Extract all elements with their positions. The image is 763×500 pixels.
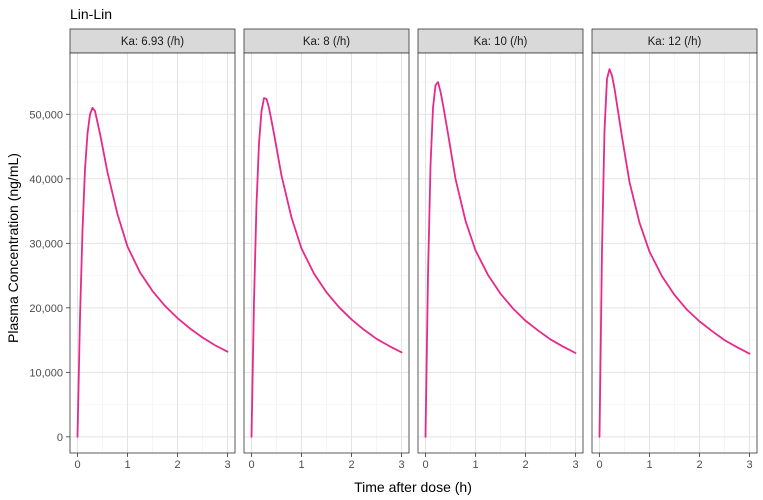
x-tick-label: 2	[522, 459, 528, 471]
series-line	[76, 106, 229, 438]
x-tick-label: 2	[696, 459, 702, 471]
y-tick-label: 10,000	[29, 367, 63, 379]
facet-panel: Ka: 6.93 (/h) 0 1 2 3	[69, 28, 236, 471]
y-tick-label: 0	[57, 432, 63, 444]
x-tick-label: 0	[596, 459, 602, 471]
y-axis: 0 10,000 20,000 30,000 40,000 50,000	[29, 109, 70, 444]
panel-border	[243, 52, 410, 454]
facet-strip-label: Ka: 6.93 (/h)	[121, 36, 184, 48]
panel-border	[69, 52, 236, 454]
facet-strip	[243, 28, 410, 54]
facet-strip-label: Ka: 12 (/h)	[648, 36, 702, 48]
x-tick-label: 3	[224, 459, 230, 471]
x-tick-label: 0	[248, 459, 254, 471]
x-tick-label: 1	[646, 459, 652, 471]
y-tick-label: 30,000	[29, 238, 63, 250]
x-tick-label: 3	[398, 459, 404, 471]
series-line	[250, 97, 403, 438]
facet-strip-label: Ka: 8 (/h)	[303, 36, 350, 48]
x-tick-label: 1	[298, 459, 304, 471]
facet-strip-label: Ka: 10 (/h)	[474, 36, 528, 48]
series-line	[424, 81, 577, 438]
y-tick-label: 40,000	[29, 174, 63, 186]
x-tick-label: 0	[422, 459, 428, 471]
facet-panel: Ka: 10 (/h) 0 1 2 3	[417, 28, 584, 471]
facet-strip	[69, 28, 236, 54]
panel-border	[591, 52, 758, 454]
facet-panel: Ka: 12 (/h) 0 1 2 3	[591, 28, 758, 471]
series-line	[598, 68, 751, 438]
panel-border	[417, 52, 584, 454]
chart-title: Lin-Lin	[70, 6, 112, 22]
x-tick-label: 1	[472, 459, 478, 471]
y-tick-label: 50,000	[29, 109, 63, 121]
x-tick-label: 1	[124, 459, 130, 471]
facet-panels: Ka: 6.93 (/h)0 1 2 3Ka: 8 (/h)0 1 2 3Ka: 10 (/…	[69, 28, 758, 471]
x-tick-label: 3	[746, 459, 752, 471]
x-tick-label: 0	[74, 459, 80, 471]
x-tick-label: 2	[174, 459, 180, 471]
x-axis-title: Time after dose (h)	[354, 479, 472, 495]
y-tick-label: 20,000	[29, 303, 63, 315]
facet-strip	[417, 28, 584, 54]
facet-panel: Ka: 8 (/h) 0 1 2 3	[243, 28, 410, 471]
y-axis-title: Plasma Concentration (ng/mL)	[5, 153, 21, 343]
x-tick-label: 3	[572, 459, 578, 471]
x-tick-label: 2	[348, 459, 354, 471]
